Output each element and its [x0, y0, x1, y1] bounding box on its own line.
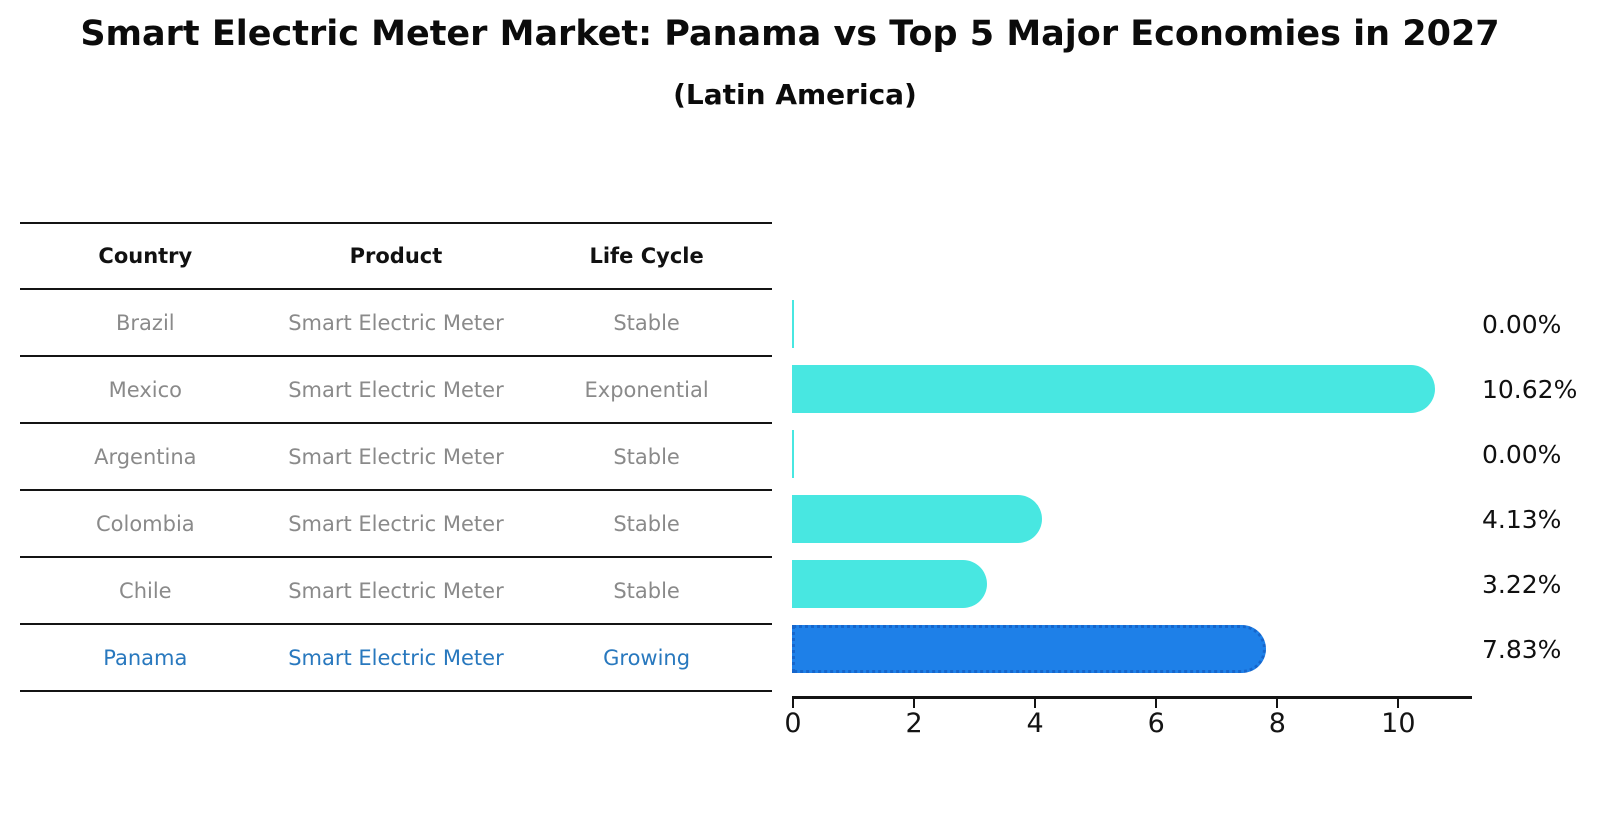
x-axis-tick-mark	[792, 698, 794, 708]
bar-row	[792, 357, 1470, 422]
bar-value-label: 3.22%	[1482, 570, 1562, 599]
table-row: Colombia Smart Electric Meter Stable	[20, 491, 772, 558]
page-subtitle: (Latin America)	[673, 78, 917, 111]
x-axis-tick-mark	[913, 698, 916, 708]
page-title: Smart Electric Meter Market: Panama vs T…	[80, 14, 1500, 54]
x-axis-tick-label: 8	[1268, 708, 1286, 739]
bar-value-label: 0.00%	[1482, 310, 1562, 339]
product-cell: Smart Electric Meter	[288, 377, 504, 402]
x-axis-tick-label: 6	[1147, 708, 1165, 739]
life-cycle-cell: Stable	[613, 578, 680, 603]
country-cell: Argentina	[94, 444, 197, 469]
country-cell: Mexico	[108, 377, 182, 402]
product-cell: Smart Electric Meter	[288, 645, 504, 670]
x-axis-tick-mark	[1155, 698, 1158, 708]
x-axis-tick-label: 4	[1026, 708, 1044, 739]
country-cell: Colombia	[95, 511, 195, 536]
country-cell: Panama	[103, 645, 188, 670]
x-axis-tick-mark	[1276, 698, 1279, 708]
bar-row	[792, 487, 1470, 552]
table-header-row: Country Product Life Cycle	[20, 224, 772, 290]
x-axis-line	[792, 696, 1472, 699]
life-cycle-cell: Exponential	[584, 377, 709, 402]
x-axis-tick-label: 10	[1381, 708, 1416, 739]
bar-value-label: 7.83%	[1482, 635, 1562, 664]
table-row: Mexico Smart Electric Meter Exponential	[20, 357, 772, 424]
column-header-country: Country	[98, 244, 193, 268]
life-cycle-cell: Stable	[613, 511, 680, 536]
table-row: Argentina Smart Electric Meter Stable	[20, 424, 772, 491]
life-cycle-cell: Stable	[613, 310, 680, 335]
bar-row	[792, 552, 1470, 617]
bar-colombia	[792, 495, 1042, 543]
bar-value-label: 4.13%	[1482, 505, 1562, 534]
country-cell: Chile	[119, 578, 172, 603]
column-header-life-cycle: Life Cycle	[589, 244, 704, 268]
bar-brazil	[792, 300, 794, 348]
product-cell: Smart Electric Meter	[288, 578, 504, 603]
table-row: Panama Smart Electric Meter Growing	[20, 625, 772, 692]
table-row: Brazil Smart Electric Meter Stable	[20, 290, 772, 357]
x-axis-tick-label: 0	[784, 708, 802, 739]
bar-panama	[792, 625, 1266, 673]
bar-row	[792, 292, 1470, 357]
product-cell: Smart Electric Meter	[288, 511, 504, 536]
table-body: Brazil Smart Electric Meter Stable Mexico Sm…	[20, 290, 772, 692]
bar-plot-area	[792, 292, 1470, 682]
bar-chile	[792, 560, 987, 608]
x-axis-tick-label: 2	[905, 708, 923, 739]
product-cell: Smart Electric Meter	[288, 310, 504, 335]
life-cycle-cell: Growing	[603, 645, 691, 670]
life-cycle-cell: Stable	[613, 444, 680, 469]
table-row: Chile Smart Electric Meter Stable	[20, 558, 772, 625]
x-axis-tick-mark	[1397, 698, 1400, 708]
bar-row	[792, 617, 1470, 682]
bar-value-label: 10.62%	[1482, 375, 1578, 404]
bar-argentina	[792, 430, 794, 478]
product-cell: Smart Electric Meter	[288, 444, 504, 469]
column-header-product: Product	[349, 244, 443, 268]
country-table: Country Product Life Cycle Brazil Smart E…	[20, 222, 772, 692]
bar-mexico	[792, 365, 1435, 413]
country-cell: Brazil	[116, 310, 175, 335]
bar-row	[792, 422, 1470, 487]
x-axis-tick-mark	[1034, 698, 1037, 708]
value-label-column: 0.00% 10.62% 0.00% 4.13% 3.22% 7.83%	[1482, 292, 1612, 682]
bar-value-label: 0.00%	[1482, 440, 1562, 469]
